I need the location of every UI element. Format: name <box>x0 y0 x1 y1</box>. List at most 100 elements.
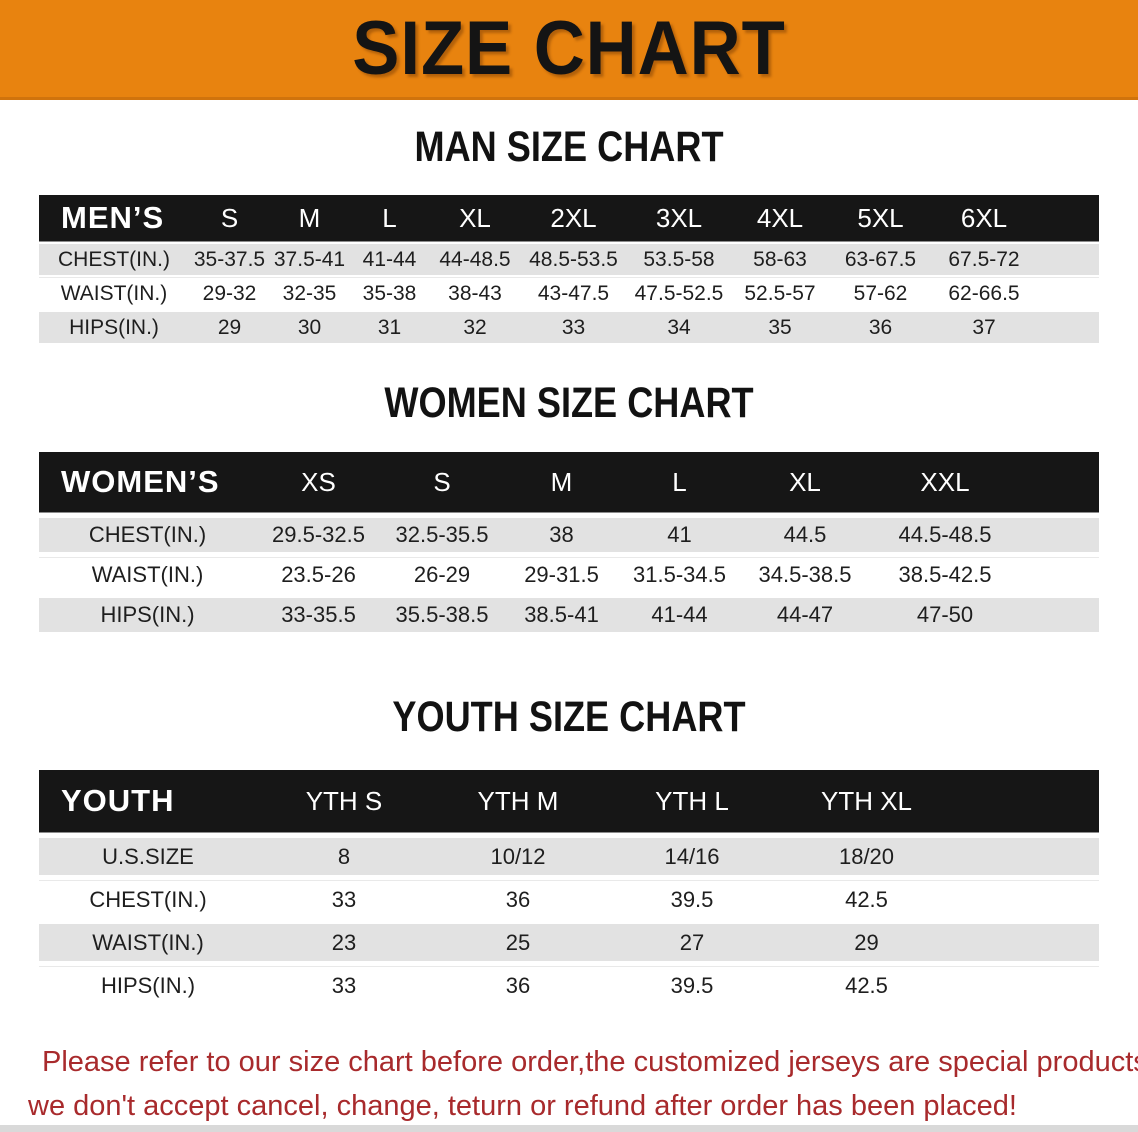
size-value-cell: 29-32 <box>189 278 270 309</box>
men-section-title: MAN SIZE CHART <box>414 123 724 171</box>
men-header-label: MEN’S <box>39 195 189 241</box>
size-value-cell: 29 <box>779 924 954 961</box>
row-label-cell: CHEST(IN.) <box>39 518 256 552</box>
youth-hips-row: HIPS(IN.) 33 36 39.5 42.5 <box>39 967 1099 1004</box>
size-value-cell: 44-48.5 <box>430 244 520 275</box>
size-value-cell: 41 <box>620 518 739 552</box>
size-value-cell: 52.5-57 <box>731 278 829 309</box>
spacer-cell <box>1019 558 1099 592</box>
size-value-cell: 53.5-58 <box>627 244 731 275</box>
size-value-cell: 29.5-32.5 <box>256 518 381 552</box>
size-value-cell: 32-35 <box>270 278 349 309</box>
row-label-cell: WAIST(IN.) <box>39 278 189 309</box>
row-label-cell: HIPS(IN.) <box>39 598 256 632</box>
size-value-cell: 39.5 <box>605 967 779 1004</box>
size-value-cell: 23 <box>257 924 431 961</box>
youth-header-label: YOUTH <box>39 770 257 832</box>
youth-header-row: YOUTH YTH S YTH M YTH L YTH XL <box>39 770 1099 832</box>
size-value-cell: 35-37.5 <box>189 244 270 275</box>
women-hips-row: HIPS(IN.) 33-35.5 35.5-38.5 38.5-41 41-4… <box>39 598 1099 632</box>
disclaimer-line-2: we don't accept cancel, change, teturn o… <box>28 1090 1017 1122</box>
men-header-row: MEN’S S M L XL 2XL 3XL 4XL 5XL 6XL <box>39 195 1099 241</box>
size-value-cell: 36 <box>431 967 605 1004</box>
size-value-cell: 39.5 <box>605 881 779 918</box>
size-value-cell: 32.5-35.5 <box>381 518 503 552</box>
size-value-cell: 34.5-38.5 <box>739 558 871 592</box>
size-value-cell: 41-44 <box>620 598 739 632</box>
size-header-cell: L <box>620 452 739 512</box>
women-chest-row: CHEST(IN.) 29.5-32.5 32.5-35.5 38 41 44.… <box>39 518 1099 552</box>
size-value-cell: 30 <box>270 312 349 343</box>
row-label-cell: CHEST(IN.) <box>39 881 257 918</box>
disclaimer-line-1: Please refer to our size chart before or… <box>42 1046 1138 1078</box>
size-header-cell: XL <box>430 195 520 241</box>
size-value-cell: 18/20 <box>779 838 954 875</box>
size-value-cell: 37.5-41 <box>270 244 349 275</box>
size-value-cell: 26-29 <box>381 558 503 592</box>
size-value-cell: 48.5-53.5 <box>520 244 627 275</box>
spacer-cell <box>954 924 1099 961</box>
men-section: MAN SIZE CHART MEN’S S M L XL 2XL 3XL 4X… <box>0 124 1138 346</box>
size-value-cell: 27 <box>605 924 779 961</box>
size-value-cell: 47.5-52.5 <box>627 278 731 309</box>
men-chest-row: CHEST(IN.) 35-37.5 37.5-41 41-44 44-48.5… <box>39 244 1099 275</box>
size-header-cell: S <box>381 452 503 512</box>
row-label-cell: HIPS(IN.) <box>39 312 189 343</box>
size-header-cell: YTH M <box>431 770 605 832</box>
bottom-strip <box>0 1125 1138 1132</box>
spacer-cell <box>1036 195 1099 241</box>
size-header-cell: 3XL <box>627 195 731 241</box>
size-header-cell: M <box>270 195 349 241</box>
women-waist-row: WAIST(IN.) 23.5-26 26-29 29-31.5 31.5-34… <box>39 558 1099 592</box>
row-label-cell: U.S.SIZE <box>39 838 257 875</box>
men-hips-row: HIPS(IN.) 29 30 31 32 33 34 35 36 37 <box>39 312 1099 343</box>
size-value-cell: 32 <box>430 312 520 343</box>
size-value-cell: 29 <box>189 312 270 343</box>
size-header-cell: XL <box>739 452 871 512</box>
spacer-cell <box>1019 452 1099 512</box>
size-header-cell: L <box>349 195 430 241</box>
size-value-cell: 33 <box>257 881 431 918</box>
women-header-row: WOMEN’S XS S M L XL XXL <box>39 452 1099 512</box>
size-value-cell: 38 <box>503 518 620 552</box>
size-value-cell: 38.5-42.5 <box>871 558 1019 592</box>
spacer-cell <box>1019 598 1099 632</box>
size-value-cell: 38-43 <box>430 278 520 309</box>
men-size-table: MEN’S S M L XL 2XL 3XL 4XL 5XL 6XL CHEST… <box>39 192 1099 346</box>
size-value-cell: 67.5-72 <box>932 244 1036 275</box>
women-size-table: WOMEN’S XS S M L XL XXL CHEST(IN.) 29.5-… <box>39 446 1099 638</box>
size-value-cell: 44-47 <box>739 598 871 632</box>
size-value-cell: 43-47.5 <box>520 278 627 309</box>
size-value-cell: 33-35.5 <box>256 598 381 632</box>
youth-chest-row: CHEST(IN.) 33 36 39.5 42.5 <box>39 881 1099 918</box>
youth-section: YOUTH SIZE CHART YOUTH YTH S YTH M YTH L… <box>0 694 1138 1010</box>
row-label-cell: WAIST(IN.) <box>39 558 256 592</box>
youth-section-title: YOUTH SIZE CHART <box>392 693 746 741</box>
row-label-cell: WAIST(IN.) <box>39 924 257 961</box>
page-title: SIZE CHART <box>352 6 786 91</box>
size-header-cell: YTH S <box>257 770 431 832</box>
size-value-cell: 36 <box>829 312 932 343</box>
size-value-cell: 44.5-48.5 <box>871 518 1019 552</box>
banner: SIZE CHART <box>0 0 1138 100</box>
size-value-cell: 10/12 <box>431 838 605 875</box>
size-header-cell: 6XL <box>932 195 1036 241</box>
size-value-cell: 47-50 <box>871 598 1019 632</box>
size-header-cell: XXL <box>871 452 1019 512</box>
size-value-cell: 44.5 <box>739 518 871 552</box>
disclaimer: Please refer to our size chart before or… <box>0 1040 1138 1128</box>
youth-waist-row: WAIST(IN.) 23 25 27 29 <box>39 924 1099 961</box>
women-section-title: WOMEN SIZE CHART <box>384 379 754 427</box>
women-section: WOMEN SIZE CHART WOMEN’S XS S M L XL XXL <box>0 380 1138 638</box>
size-value-cell: 14/16 <box>605 838 779 875</box>
size-value-cell: 57-62 <box>829 278 932 309</box>
size-value-cell: 33 <box>520 312 627 343</box>
spacer-cell <box>1036 278 1099 309</box>
size-value-cell: 29-31.5 <box>503 558 620 592</box>
size-header-cell: XS <box>256 452 381 512</box>
size-value-cell: 25 <box>431 924 605 961</box>
size-value-cell: 31 <box>349 312 430 343</box>
size-value-cell: 33 <box>257 967 431 1004</box>
size-value-cell: 63-67.5 <box>829 244 932 275</box>
